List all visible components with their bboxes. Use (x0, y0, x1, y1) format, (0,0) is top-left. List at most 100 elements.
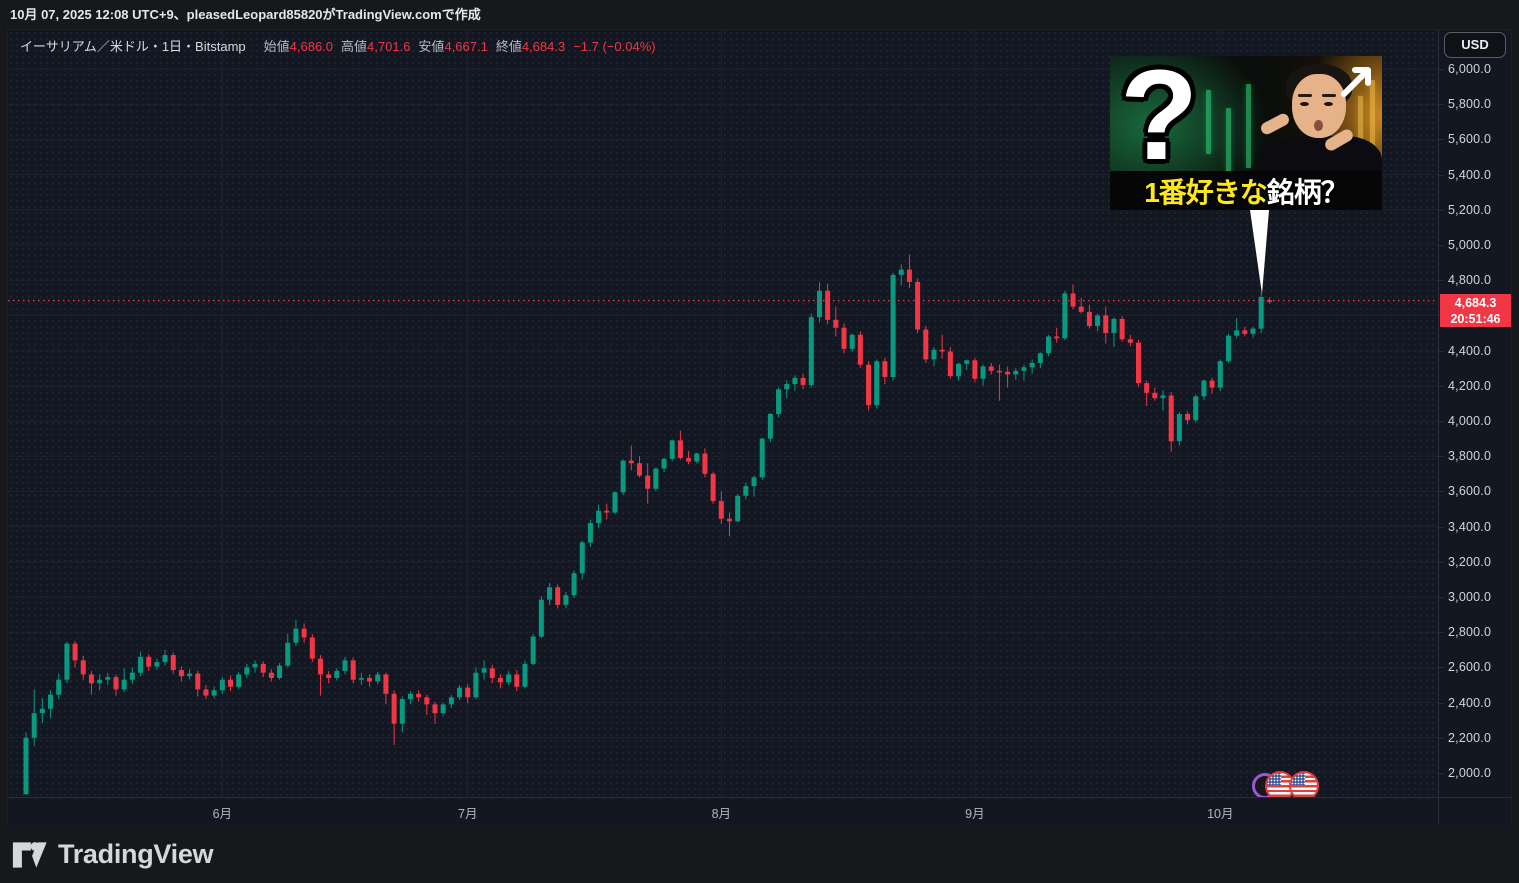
candle-body (350, 660, 356, 680)
candle-body (841, 327, 847, 349)
candle-body (407, 693, 413, 700)
thumb-candle-decoration (1370, 80, 1375, 176)
price-axis-label: 2,800.0 (1448, 625, 1492, 640)
candle-body (448, 697, 454, 705)
price-axis-label: 4,200.0 (1448, 378, 1492, 393)
candle-body (252, 663, 258, 668)
price-axis-label: 2,200.0 (1448, 730, 1492, 745)
candle-body (980, 366, 986, 379)
candle-body (972, 360, 978, 379)
candle-body (882, 361, 888, 377)
candle-body (776, 389, 782, 414)
question-mark-graphic: ? (1120, 56, 1199, 187)
currency-toggle-button[interactable]: USD (1444, 32, 1506, 58)
candle-body (637, 463, 642, 476)
price-axis-label: 5,800.0 (1448, 97, 1492, 112)
candle-body (964, 360, 970, 364)
price-axis-tick (1439, 385, 1443, 387)
candle-body (1217, 361, 1223, 388)
candle-body (784, 384, 790, 390)
candle-body (203, 689, 209, 696)
candle-body (113, 677, 119, 690)
candle-body (612, 492, 618, 513)
candle-body (800, 377, 806, 385)
candle-body (686, 457, 692, 462)
candle-body (677, 440, 683, 458)
chart-plot-area[interactable]: イーサリアム／米ドル・1日・Bitstamp 始値4,686.0 高値4,701.6… (8, 30, 1438, 797)
candle-body (244, 667, 250, 675)
candle-body (383, 674, 389, 694)
candle-body (604, 510, 610, 513)
price-axis-tick (1439, 526, 1443, 528)
candle-body (138, 656, 144, 673)
price-axis-tick (1439, 350, 1443, 352)
candle-body (620, 460, 626, 493)
candle-body (710, 473, 716, 502)
candle-body (947, 351, 953, 377)
candle-body (358, 677, 364, 680)
candle-body (195, 673, 201, 690)
price-axis-tick (1439, 245, 1443, 246)
candle-body (23, 737, 29, 795)
candle-body (367, 677, 373, 682)
price-axis-label: 5,000.0 (1448, 238, 1492, 252)
candle-body (440, 704, 446, 714)
candle-body (129, 672, 135, 680)
price-axis[interactable]: USD 2,000.0 2,200.0 2,400.0 2,600.0 2,800.0 3… (1438, 30, 1511, 797)
candle-body (718, 501, 724, 519)
candle-body (457, 687, 463, 698)
low-value: 4,667.1 (444, 39, 488, 54)
candle-body (391, 693, 397, 724)
candle-body (1201, 380, 1207, 397)
candle-body (178, 670, 184, 677)
video-thumbnail-overlay[interactable]: ? 1番好きな 銘柄？ (1110, 56, 1382, 210)
candle-body (735, 495, 741, 522)
caption-highlight: 1番好きな (1144, 176, 1268, 208)
candle-body (645, 475, 651, 489)
candle-body (48, 694, 54, 709)
candle-body (489, 668, 495, 678)
candle-body (465, 687, 471, 698)
candle-body (64, 643, 70, 680)
candle-body (497, 677, 503, 683)
price-axis-tick (1439, 139, 1443, 141)
time-axis-label: 9月 (965, 807, 985, 821)
price-axis-tick (1439, 667, 1443, 669)
candle-body (522, 663, 528, 687)
candle-body (301, 628, 307, 638)
candle-body (596, 510, 602, 524)
candle-body (530, 636, 536, 664)
candle-body (702, 453, 708, 474)
candle-body (1029, 362, 1035, 368)
person-hand (1258, 111, 1292, 137)
candle-body (1086, 311, 1092, 326)
candle-body (1258, 296, 1264, 329)
us-flag-event-icon[interactable] (1289, 771, 1319, 797)
time-axis[interactable]: 6月 7月 8月 9月 10月 (8, 797, 1438, 825)
candlestick-chart[interactable] (8, 30, 1438, 797)
tradingview-logo-icon (12, 841, 47, 868)
candle-body (743, 486, 749, 496)
candle-body (988, 366, 994, 371)
price-axis-tick (1439, 280, 1443, 282)
candle-body (1234, 330, 1240, 336)
axis-corner (1438, 797, 1511, 825)
last-price-value: 4,684.3 (1454, 295, 1497, 310)
candle-body (219, 679, 225, 691)
price-axis-tick (1439, 632, 1443, 634)
candle-body (571, 573, 577, 596)
candle-body (1037, 353, 1043, 363)
candle-body (759, 438, 765, 478)
candle-body (923, 329, 929, 360)
person-eyebrow (1322, 94, 1336, 97)
candle-body (857, 334, 863, 365)
candle-body (1185, 413, 1191, 421)
tradingview-logo[interactable]: TradingView (12, 839, 214, 870)
candle-body (162, 655, 168, 663)
candle-body (1013, 370, 1019, 375)
candle-body (898, 269, 904, 275)
time-axis-label: 8月 (711, 807, 732, 821)
price-axis-tick (1439, 561, 1443, 563)
candle-body (154, 662, 160, 667)
thumb-candle-decoration (1246, 84, 1251, 168)
